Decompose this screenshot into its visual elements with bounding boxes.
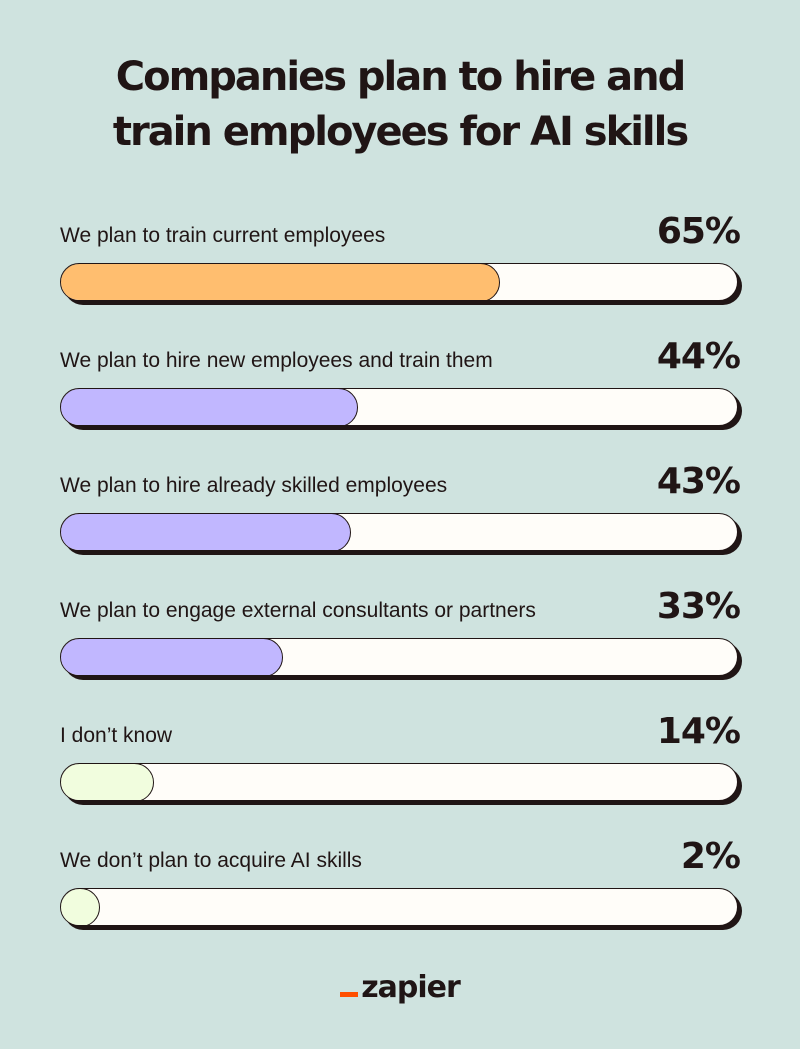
bar-fill (61, 389, 358, 425)
chart-title-line-1: Companies plan to hire and (115, 54, 687, 100)
chart-title: Companies plan to hire and train employe… (0, 50, 800, 160)
bar-track (60, 388, 738, 426)
bar-track (60, 263, 738, 301)
bar-label: We plan to hire already skilled employee… (60, 474, 448, 497)
bar-row: We plan to train current employees 65% (60, 208, 744, 333)
bar-row: We plan to engage external consultants o… (60, 583, 744, 708)
bar-label: We plan to engage external consultants o… (60, 599, 536, 622)
bar-track (60, 638, 738, 676)
bar-row: We plan to hire new employees and train … (60, 333, 744, 458)
bar-track (60, 888, 738, 926)
bar-value-label: 44% (656, 336, 741, 377)
bar-row: We plan to hire already skilled employee… (60, 458, 744, 583)
bar-fill (61, 514, 352, 550)
bar-row: I don’t know 14% (60, 708, 744, 833)
chart-title-line-2: train employees for AI skills (112, 109, 689, 155)
bar-fill (61, 764, 155, 800)
logo-wordmark: zapier (361, 970, 461, 1005)
bar-track (60, 513, 738, 551)
bar-chart: We plan to train current employees 65% W… (60, 208, 744, 958)
bar-label: We plan to train current employees (60, 224, 386, 247)
bar-value-label: 43% (656, 461, 741, 502)
bar-label: I don’t know (60, 724, 173, 747)
bar-label: We plan to hire new employees and train … (60, 349, 493, 372)
bar-fill (61, 639, 284, 675)
bar-value-label: 65% (656, 211, 741, 252)
zapier-logo: zapier (0, 968, 800, 1008)
bar-fill (61, 264, 501, 300)
bar-track (60, 763, 738, 801)
bar-value-label: 2% (680, 836, 741, 877)
bar-label: We don’t plan to acquire AI skills (60, 849, 362, 872)
bar-row: We don’t plan to acquire AI skills 2% (60, 833, 744, 958)
logo-underscore-mark (340, 992, 359, 997)
bar-value-label: 33% (656, 586, 741, 627)
bar-value-label: 14% (656, 711, 741, 752)
bar-fill (61, 889, 100, 925)
